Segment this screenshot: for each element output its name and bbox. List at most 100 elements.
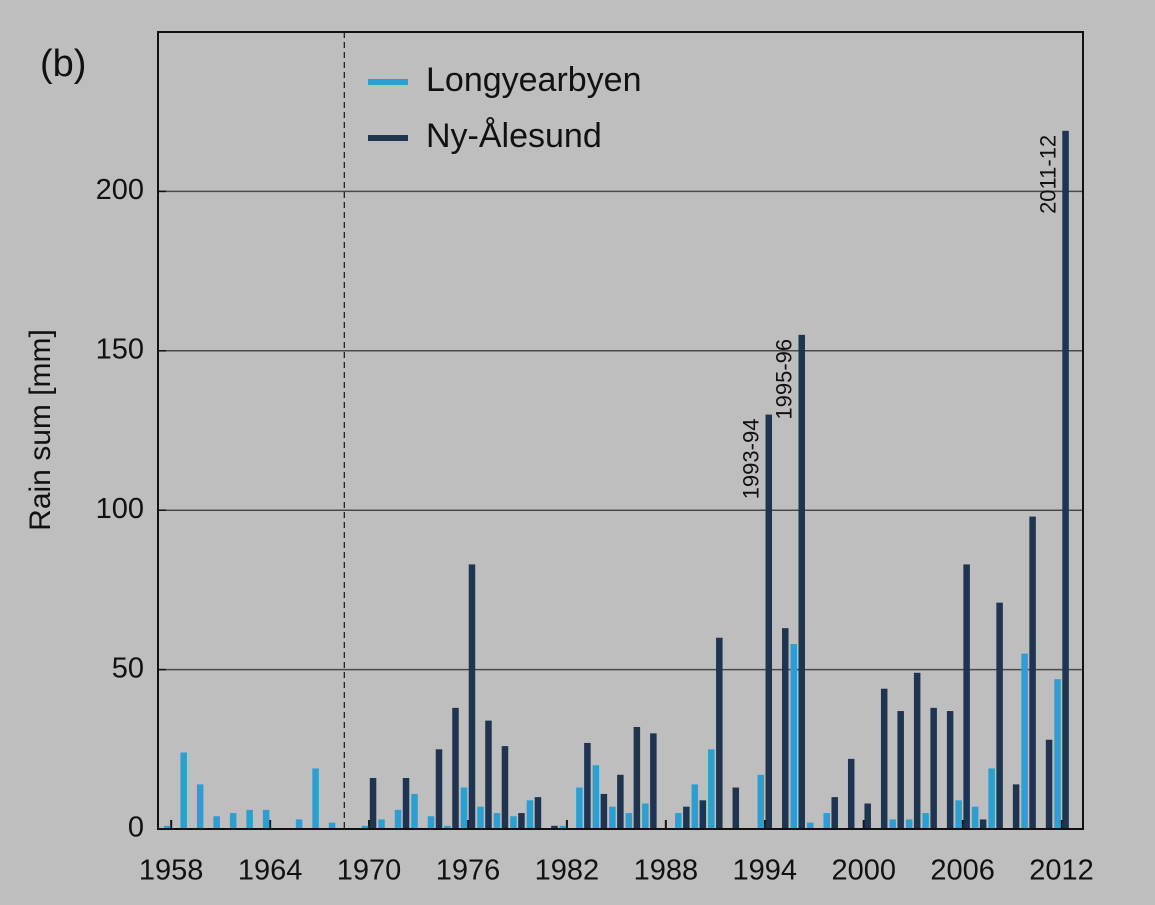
bar	[930, 707, 937, 829]
bar	[946, 711, 954, 829]
bar	[518, 813, 525, 829]
bar	[905, 819, 913, 829]
bar	[798, 334, 806, 829]
bar	[262, 809, 270, 829]
bar	[468, 564, 476, 829]
bar	[600, 793, 608, 829]
bar	[732, 787, 740, 829]
bar	[213, 816, 220, 829]
bar	[889, 819, 896, 829]
bar	[913, 672, 921, 829]
bar	[369, 777, 377, 829]
bar	[650, 733, 657, 829]
bar	[790, 644, 798, 829]
chart-title: (b)	[40, 43, 86, 85]
bar	[757, 774, 765, 829]
x-tick-label: 2006	[930, 855, 995, 887]
bar	[501, 746, 509, 829]
bar	[1012, 784, 1020, 829]
bar	[295, 819, 303, 829]
bar	[617, 774, 624, 829]
bar	[394, 809, 402, 829]
bar	[699, 800, 707, 829]
bar	[1021, 653, 1028, 829]
bar	[806, 822, 814, 829]
annotation: 1993-94	[739, 419, 764, 500]
bar	[435, 749, 443, 829]
bar	[955, 800, 962, 829]
bar	[576, 787, 583, 829]
bar	[485, 720, 492, 829]
bar	[864, 803, 871, 829]
bar	[691, 784, 699, 829]
bar	[823, 813, 830, 829]
bar	[782, 628, 789, 829]
annotation: 2011-12	[1035, 135, 1060, 214]
bar	[361, 825, 369, 829]
bar	[1029, 516, 1036, 829]
y-tick-label: 100	[96, 493, 144, 525]
bar	[411, 793, 418, 829]
x-tick-label: 1976	[436, 855, 501, 887]
bar	[716, 637, 723, 829]
bar	[609, 806, 616, 829]
bar	[526, 800, 534, 829]
x-tick-label: 1982	[535, 855, 600, 887]
bar	[922, 813, 929, 829]
legend-label: Ny-Ålesund	[426, 117, 602, 155]
bar	[971, 806, 979, 829]
bar	[847, 758, 855, 829]
bar	[625, 813, 633, 829]
bar	[765, 414, 773, 829]
bar	[1062, 130, 1069, 829]
bar	[534, 797, 542, 829]
bar	[312, 768, 319, 829]
x-tick-label: 1964	[238, 855, 303, 887]
bar	[642, 803, 649, 829]
bar	[427, 816, 435, 829]
bar	[584, 742, 591, 829]
bar	[979, 819, 987, 829]
bar	[831, 797, 838, 829]
x-tick-label: 2012	[1029, 855, 1094, 887]
x-tick-label: 1958	[139, 855, 204, 887]
annotation: 1995-96	[772, 339, 797, 420]
bar	[633, 726, 641, 829]
x-tick-label: 1988	[634, 855, 699, 887]
bar	[229, 813, 237, 829]
bar	[1054, 679, 1061, 829]
y-tick-label: 0	[128, 812, 144, 844]
bar	[180, 752, 187, 829]
x-tick-label: 1994	[733, 855, 798, 887]
bar	[378, 819, 385, 829]
bar	[328, 822, 336, 829]
y-tick-label: 200	[96, 174, 144, 206]
x-tick-label: 2000	[831, 855, 896, 887]
bar	[196, 784, 204, 829]
bar	[880, 688, 888, 829]
y-tick-label: 50	[112, 652, 144, 684]
bar	[559, 825, 567, 829]
bar	[988, 768, 995, 829]
bar	[460, 787, 468, 829]
bar	[708, 749, 715, 829]
bar	[163, 825, 171, 829]
bar	[551, 825, 558, 829]
x-tick-label: 1970	[337, 855, 402, 887]
y-axis-label: Rain sum [mm]	[24, 329, 57, 531]
bar	[452, 707, 459, 829]
bar	[996, 602, 1003, 829]
bar	[246, 809, 253, 829]
bar	[510, 816, 517, 829]
legend-label: Longyearbyen	[426, 61, 642, 99]
bar	[963, 564, 970, 829]
bar	[592, 765, 600, 829]
bar	[402, 777, 410, 829]
bar	[1045, 739, 1053, 829]
bar	[683, 806, 690, 829]
plot-frame	[157, 31, 1084, 830]
y-tick-label: 150	[96, 333, 144, 365]
bar	[897, 711, 904, 829]
